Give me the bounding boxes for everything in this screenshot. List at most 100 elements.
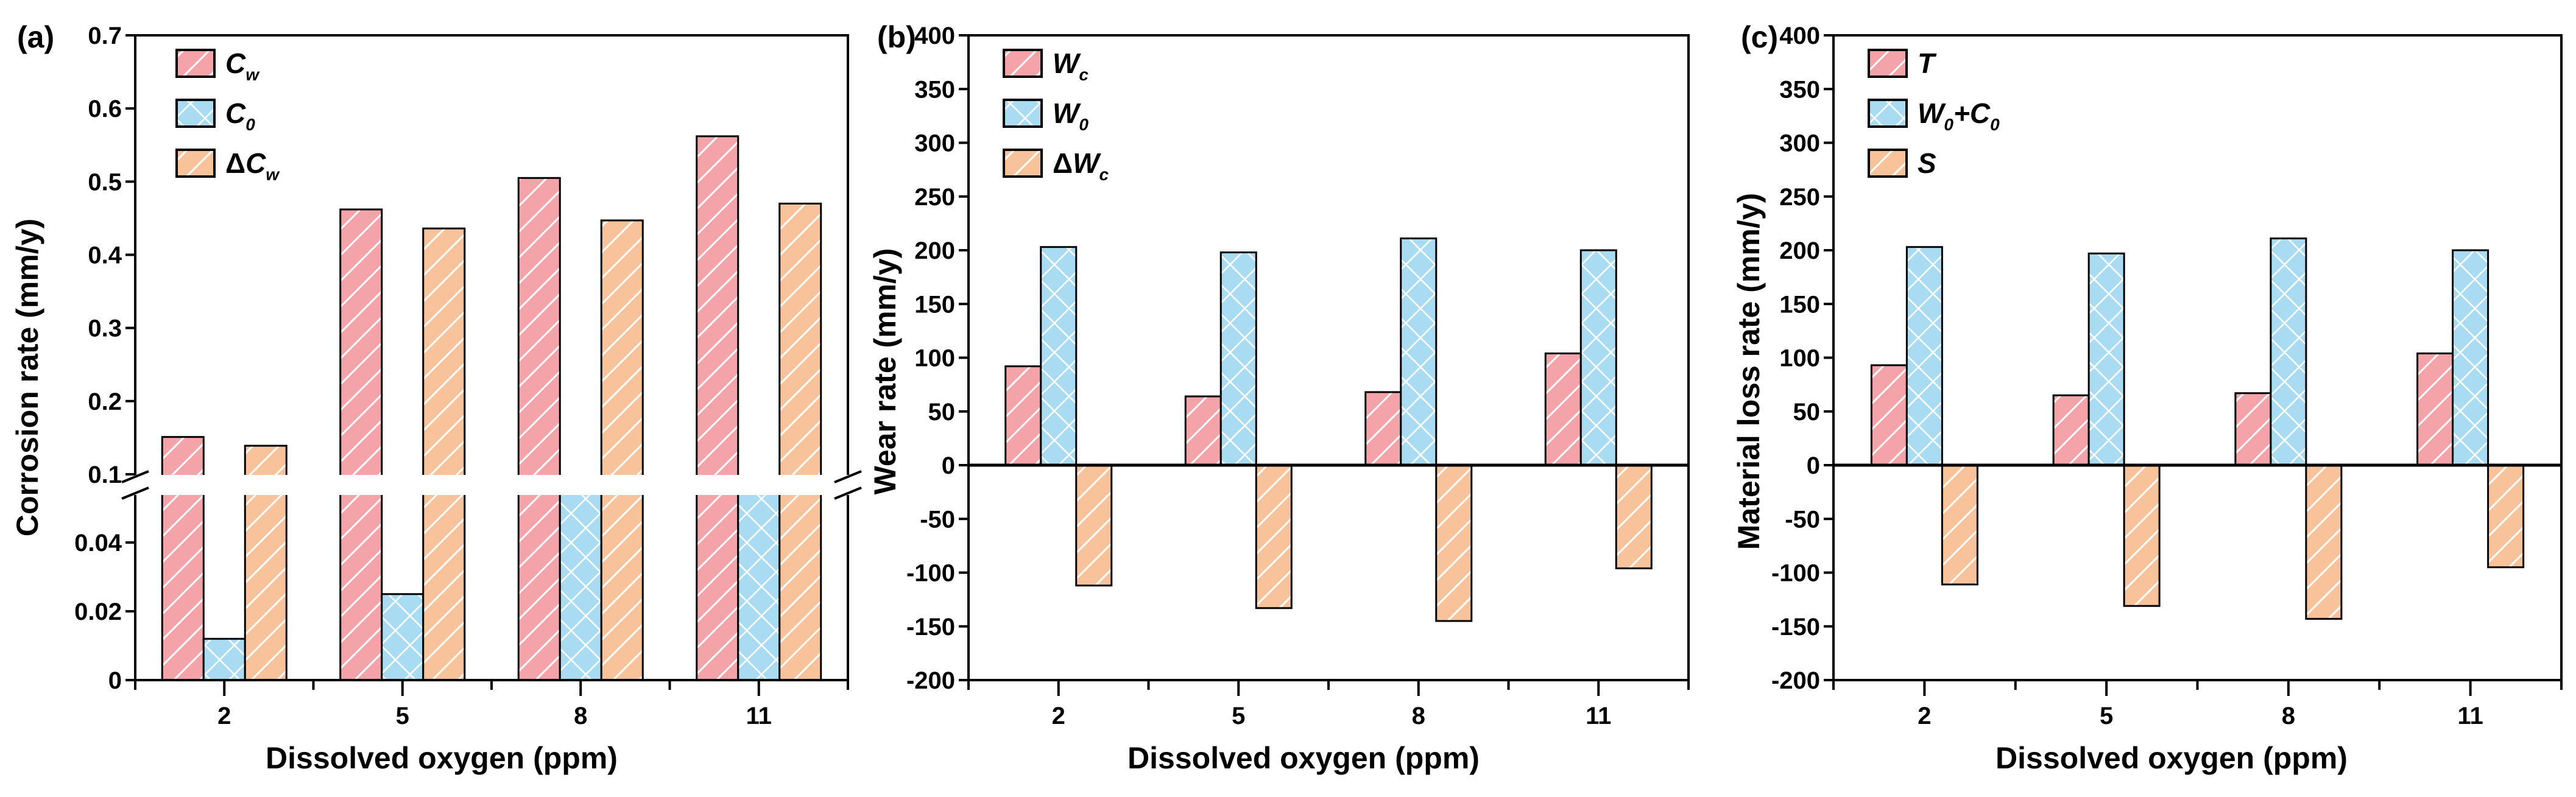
y-tick-label: 0.1 [88, 462, 122, 488]
y-tick-label: 0.02 [74, 599, 122, 625]
x-tick-label: 5 [2100, 703, 2113, 729]
panel-c-axes: -200-150-100-500501001502002503003504002… [1771, 23, 2563, 729]
legend-swatch-orange [175, 149, 216, 178]
panel-a-ylabel: Corrosion rate (mm/y) [10, 219, 44, 536]
legend-main: W [1053, 47, 1081, 79]
y-tick-label: 150 [1779, 291, 1820, 318]
bar-blue-8 [559, 476, 602, 681]
x-tick-label: 2 [1052, 703, 1065, 729]
legend-sub: 0 [245, 115, 255, 134]
y-tick-label: 200 [914, 237, 955, 264]
legend-label-2: ΔWc [1053, 147, 1109, 184]
x-tick-label: 11 [1586, 703, 1611, 729]
bar-blue-5 [2087, 252, 2125, 466]
legend-label-1: C0 [225, 97, 255, 134]
panel-c-bars [1870, 237, 2525, 620]
y-tick-label: 400 [914, 23, 955, 49]
x-tick-label: 5 [396, 703, 409, 729]
bar-red-2 [1870, 364, 1908, 466]
legend-suffix-sub: 0 [1990, 115, 2000, 134]
legend-label-0: Wc [1053, 47, 1089, 84]
bar-blue-2 [202, 637, 246, 681]
x-tick-label: 11 [746, 703, 772, 729]
y-tick-label: 0.2 [88, 388, 122, 415]
legend-label-0: Cw [225, 47, 260, 84]
y-tick-label: -100 [1771, 560, 1820, 587]
y-tick-label: 350 [914, 76, 955, 103]
bar-blue-2 [1040, 246, 1078, 466]
legend-main: C [225, 47, 246, 79]
axis-break-band [132, 475, 852, 495]
y-tick-label: 0.6 [88, 96, 122, 122]
legend-prefix: Δ [225, 147, 245, 179]
panel-c-label: (c) [1741, 20, 1778, 54]
legend-label-1: W0+C0 [1918, 97, 2000, 134]
panel-a-bars [161, 135, 822, 681]
y-tick-label: 0 [1807, 452, 1820, 479]
y-tick-label: 300 [914, 130, 955, 157]
legend-label-0: T [1918, 47, 1937, 79]
y-tick-label: 300 [1779, 130, 1820, 157]
x-tick-label: 2 [217, 703, 231, 729]
axis-break-mark [121, 470, 149, 483]
bar-orange-5 [1255, 464, 1293, 609]
legend-main: W [1073, 147, 1101, 179]
panel-c-legend: T W0+C0 S [1868, 47, 2000, 179]
bar-red-8 [1364, 391, 1402, 466]
y-tick-label: 200 [1779, 237, 1820, 264]
bar-blue-2 [1905, 246, 1943, 466]
panel-c-ylabel: Material loss rate (mm/y) [1732, 193, 1766, 550]
bar-blue-8 [2270, 237, 2307, 466]
axis-break-mark [121, 486, 149, 500]
y-tick-label: -50 [920, 506, 955, 533]
panel-b: (b) Wear rate (mm/y) Dissolved oxygen (p… [868, 20, 1690, 775]
axis-break-mark [834, 470, 862, 483]
y-tick-label: 150 [914, 291, 955, 318]
y-tick-label: 50 [1793, 399, 1821, 426]
y-tick-label: 100 [1779, 345, 1820, 372]
bar-red-8 [2234, 392, 2272, 466]
y-tick-label: 0.5 [88, 169, 122, 195]
bar-orange-5 [422, 227, 466, 681]
y-tick-label: 250 [914, 184, 955, 211]
y-tick-label: 0.4 [88, 242, 122, 269]
y-tick-label: -150 [1771, 614, 1820, 641]
legend-suffix-main: +C [1953, 97, 1991, 129]
bar-blue-11 [2452, 249, 2490, 466]
legend-swatch-blue [1868, 99, 1908, 128]
bar-orange-8 [2305, 464, 2343, 620]
legend-main: C [225, 97, 246, 129]
y-tick-label: -100 [906, 560, 955, 587]
y-tick-label: -200 [906, 667, 955, 694]
legend-main: W [1053, 97, 1081, 129]
legend-swatch-red [1868, 49, 1908, 78]
x-tick-label: 2 [1918, 703, 1931, 729]
bar-blue-5 [1219, 251, 1257, 466]
legend-prefix: Δ [1053, 147, 1073, 179]
legend-main: S [1918, 147, 1936, 179]
panel-c-xlabel: Dissolved oxygen (ppm) [1996, 741, 2348, 775]
panel-a: (a) Corrosion rate (mm/y) Dissolved oxyg… [10, 20, 862, 775]
panel-c: (c) Material loss rate (mm/y) Dissolved … [1732, 20, 2563, 775]
bar-red-11 [696, 135, 739, 681]
legend-swatch-orange [1003, 149, 1043, 178]
bar-orange-2 [1075, 464, 1113, 587]
bar-orange-8 [1435, 464, 1473, 622]
x-tick-label: 8 [1412, 703, 1425, 729]
bar-orange-11 [778, 202, 822, 681]
legend-label-2: S [1918, 147, 1936, 179]
legend-sub: w [266, 165, 280, 184]
bar-blue-11 [1579, 249, 1617, 466]
legend-main: C [245, 147, 266, 179]
legend-swatch-red [1003, 49, 1043, 78]
y-tick-label: 0.04 [74, 530, 122, 556]
y-tick-label: -50 [1785, 506, 1820, 533]
bar-orange-11 [1615, 464, 1653, 569]
legend-swatch-red [175, 49, 216, 78]
bar-blue-5 [381, 593, 425, 681]
bar-red-5 [1184, 395, 1222, 466]
x-tick-label: 5 [1232, 703, 1245, 729]
